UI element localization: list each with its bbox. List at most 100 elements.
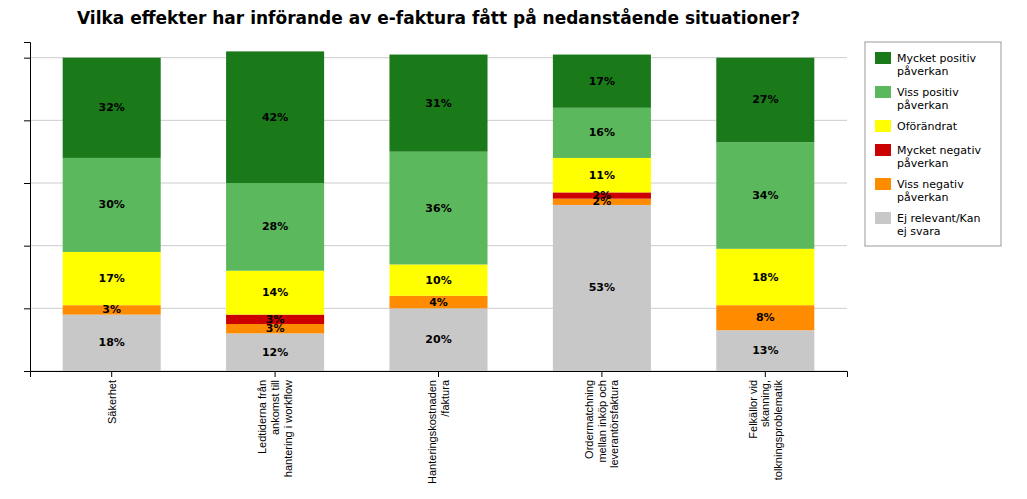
data-label: 34% (752, 189, 778, 202)
legend-swatch (875, 178, 891, 190)
legend-frame (865, 42, 1001, 246)
legend-item: Oförändrat (875, 120, 958, 133)
data-label: 10% (425, 274, 451, 287)
legend-item: Viss negativpåverkan (875, 178, 964, 204)
bar (63, 58, 161, 158)
x-tick-label: Ledtiderna frånankomst tillhantering i w… (256, 380, 293, 477)
x-tick: Ledtiderna frånankomst tillhantering i w… (256, 371, 293, 477)
y-tick-mark (24, 371, 30, 372)
y-tick-mark (24, 120, 30, 121)
y-tick-mark (24, 183, 30, 184)
legend-swatch (875, 52, 891, 64)
legend-swatch (875, 212, 891, 224)
plot: 18%12%20%53%13%3%3%4%2%8%3%2%17%14%10%11… (24, 43, 848, 484)
bar (63, 315, 161, 371)
data-label: 42% (262, 111, 288, 124)
bar (389, 264, 487, 295)
y-tick (24, 58, 30, 59)
x-tick-mark (601, 371, 602, 377)
bar (716, 330, 814, 371)
legend-swatch (875, 120, 891, 132)
bar (716, 58, 814, 143)
data-label: 17% (589, 75, 615, 88)
data-label: 8% (756, 311, 775, 324)
data-label: 32% (99, 101, 125, 114)
legend-label: Mycket negativpåverkan (897, 144, 981, 170)
bar (226, 271, 324, 315)
y-tick (24, 183, 30, 184)
x-tick-mark (438, 371, 439, 377)
x-tick-mark (765, 371, 766, 377)
bar (716, 305, 814, 330)
y-axis-line (24, 43, 31, 372)
data-label: 16% (589, 126, 615, 139)
data-label: 36% (425, 202, 451, 215)
y-tick (24, 371, 30, 372)
data-label: 30% (99, 198, 125, 211)
x-tick-mark (111, 371, 112, 377)
y-tick-mark (24, 58, 30, 59)
title: Vilka effekter har införande av e-faktur… (77, 7, 800, 28)
y-tick (24, 120, 30, 121)
bar (553, 158, 651, 192)
legend-item: Viss positivpåverkan (875, 86, 959, 112)
legend-label: Mycket positivpåverkan (897, 52, 976, 78)
legend: Mycket positivpåverkan Viss positivpåverk… (865, 42, 1001, 246)
bar (553, 205, 651, 371)
y-tick (24, 246, 30, 247)
bar (226, 183, 324, 271)
data-label: 3% (266, 313, 285, 326)
data-label: 13% (752, 344, 778, 357)
series (63, 51, 815, 183)
bar (553, 55, 651, 108)
x-tick-label: Felkällor vidskanning,tolkningsproblemat… (747, 380, 784, 481)
data-labels: 18%12%20%53%13%3%3%4%2%8%3%2%17%14%10%11… (99, 75, 779, 359)
data-label: 31% (425, 97, 451, 110)
data-label: 17% (99, 272, 125, 285)
y-tick-mark (24, 246, 30, 247)
bar (63, 158, 161, 252)
grid (30, 58, 847, 371)
data-label: 53% (589, 281, 615, 294)
chart: 18%12%20%53%13%3%3%4%2%8%3%2%17%14%10%11… (0, 0, 1027, 499)
x-tick-label: Ordermatchningmellan inköp ochleverantör… (583, 379, 620, 468)
bars (63, 51, 815, 371)
x-tick: Felkällor vidskanning,tolkningsproblemat… (747, 371, 784, 480)
legend-label: Viss positivpåverkan (897, 86, 959, 112)
bar (389, 55, 487, 152)
bar (389, 308, 487, 371)
bar (226, 333, 324, 371)
legend-swatch (875, 86, 891, 98)
data-label: 27% (752, 93, 778, 106)
bar (553, 108, 651, 158)
bar (716, 249, 814, 305)
legend-swatch (875, 144, 891, 156)
data-label: 11% (589, 169, 615, 182)
x-axis-line (31, 372, 848, 378)
x-tick-mark (275, 371, 276, 377)
legend-label: Oförändrat (897, 120, 958, 133)
y-tick-mark (24, 308, 30, 309)
data-label: 20% (425, 333, 451, 346)
legend-label: Ej relevant/Kanej svara (897, 212, 980, 238)
data-label: 18% (752, 271, 778, 284)
y-axis (24, 43, 31, 372)
data-label: 14% (262, 286, 288, 299)
bar (63, 252, 161, 305)
bar (226, 51, 324, 183)
bar (716, 142, 814, 249)
x-tick-label: Hanteringskostnaden/faktura (426, 379, 451, 484)
data-label: 4% (429, 296, 448, 309)
data-label: 28% (262, 220, 288, 233)
legend-label: Viss negativpåverkan (897, 178, 964, 204)
legend-item: Ej relevant/Kanej svara (875, 212, 980, 238)
data-label: 18% (99, 336, 125, 349)
y-tick (24, 308, 30, 309)
data-label: 3% (102, 303, 121, 316)
bar (389, 152, 487, 265)
data-label: 2% (593, 189, 612, 202)
x-tick: Säkerhet (106, 371, 118, 424)
bar (389, 296, 487, 309)
x-tick: Hanteringskostnaden/faktura (426, 371, 451, 484)
x-tick: Ordermatchningmellan inköp ochleverantör… (583, 371, 620, 468)
